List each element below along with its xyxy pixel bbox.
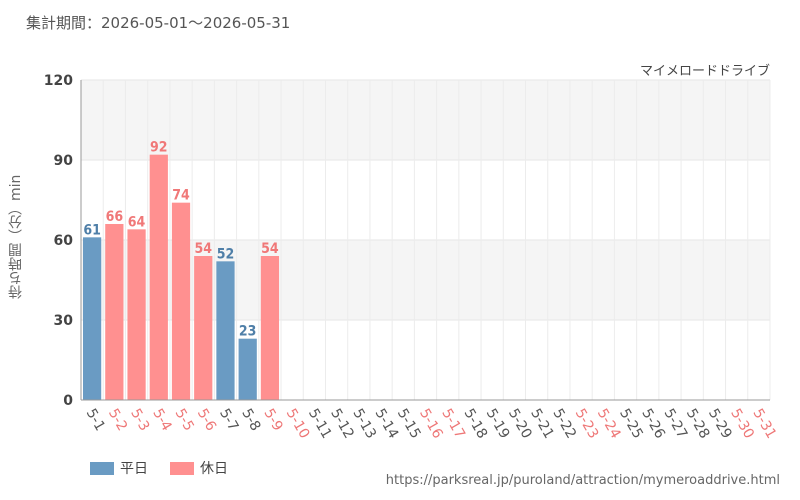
bar-value-label: 66: [106, 209, 124, 225]
bar: [149, 154, 168, 400]
bar: [127, 229, 146, 400]
y-tick-label: 90: [54, 153, 74, 169]
x-tick-label: 5-4: [149, 406, 174, 434]
period-label: 集計期間：2026-05-01〜2026-05-31: [26, 14, 291, 32]
legend-item-holiday[interactable]: 休日: [170, 458, 228, 478]
bar-value-label: 92: [150, 140, 168, 156]
bar: [83, 237, 102, 400]
bar-value-label: 54: [261, 241, 279, 257]
x-tick-label: 5-7: [216, 406, 241, 434]
bar-value-label: 74: [172, 188, 190, 204]
x-tick-label: 5-5: [172, 406, 197, 434]
y-tick-label: 0: [63, 393, 73, 409]
legend: 平日 休日: [90, 458, 250, 478]
bar: [105, 224, 124, 400]
x-tick-label: 5-2: [105, 406, 130, 434]
legend-swatch-weekday: [90, 461, 114, 475]
y-tick-label: 60: [54, 233, 74, 249]
bar-value-label: 64: [128, 214, 146, 230]
bar: [238, 338, 257, 400]
legend-label-holiday: 休日: [200, 461, 228, 477]
bar: [194, 256, 213, 400]
bar: [216, 261, 235, 400]
x-tick-label: 5-31: [749, 406, 779, 442]
bar: [171, 202, 191, 400]
bar: [260, 256, 280, 400]
x-tick-label: 5-6: [194, 406, 219, 434]
bar-value-label: 52: [217, 246, 235, 262]
x-tick-label: 5-9: [260, 406, 285, 434]
legend-swatch-holiday: [170, 461, 194, 475]
bar-value-label: 23: [239, 324, 257, 340]
attraction-name: マイメロードドライブ: [639, 64, 770, 79]
bar-value-label: 54: [194, 241, 212, 257]
grid-band: [81, 80, 770, 160]
y-tick-label: 120: [44, 73, 73, 89]
x-tick-label: 5-1: [83, 406, 108, 434]
bar-value-label: 61: [83, 222, 101, 238]
legend-label-weekday: 平日: [120, 461, 148, 477]
y-tick-label: 30: [54, 313, 74, 329]
x-tick-label: 5-3: [127, 406, 152, 434]
x-tick-label: 5-8: [238, 406, 263, 434]
legend-item-weekday[interactable]: 平日: [90, 458, 148, 478]
source-url[interactable]: https://parksreal.jp/puroland/attraction…: [385, 473, 780, 488]
